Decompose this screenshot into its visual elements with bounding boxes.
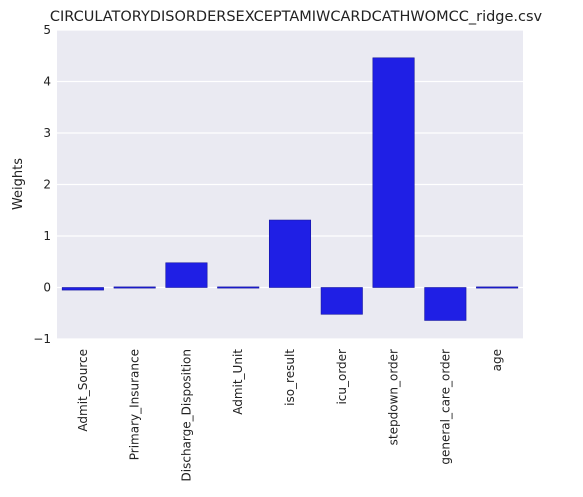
x-tick-label: icu_order [335,349,349,405]
y-tick-label: 3 [43,126,51,140]
bar-iso-result [268,219,312,288]
y-tick-label: 0 [43,281,51,295]
bar-general-care-order [424,287,467,321]
y-axis-label: Weights [11,158,26,210]
bar-admit-source [61,287,104,291]
y-tick-labels: −1 0 1 2 3 4 5 [33,23,51,346]
chart-title: CIRCULATORYDISORDERSEXCEPTAMIWCARDCATHWO… [50,9,543,25]
x-tick-label: Primary_Insurance [128,349,142,460]
y-tick-label: 4 [43,75,51,89]
x-tick-label: general_care_order [438,349,452,465]
x-tick-label: age [490,349,504,371]
bar-age [476,286,519,289]
y-tick-label: 1 [43,229,51,243]
bar-stepdown-order [372,57,415,288]
x-tick-label: Admit_Source [76,349,90,432]
x-tick-label: Discharge_Disposition [179,349,193,481]
bar-admit-unit [217,286,260,289]
y-tick-label: 5 [43,23,51,37]
bar-icu-order [320,287,363,315]
bar-discharge-disposition [165,262,208,288]
x-tick-label: stepdown_order [387,349,401,445]
x-tick-label: Admit_Unit [231,349,245,415]
x-tick-labels: Admit_Source Primary_Insurance Discharge_D… [76,349,504,482]
x-tick-label: iso_result [283,349,297,406]
bar-primary-insurance [113,286,156,289]
bars [61,57,519,321]
y-tick-label: −1 [33,332,51,346]
y-tick-label: 2 [43,178,51,192]
